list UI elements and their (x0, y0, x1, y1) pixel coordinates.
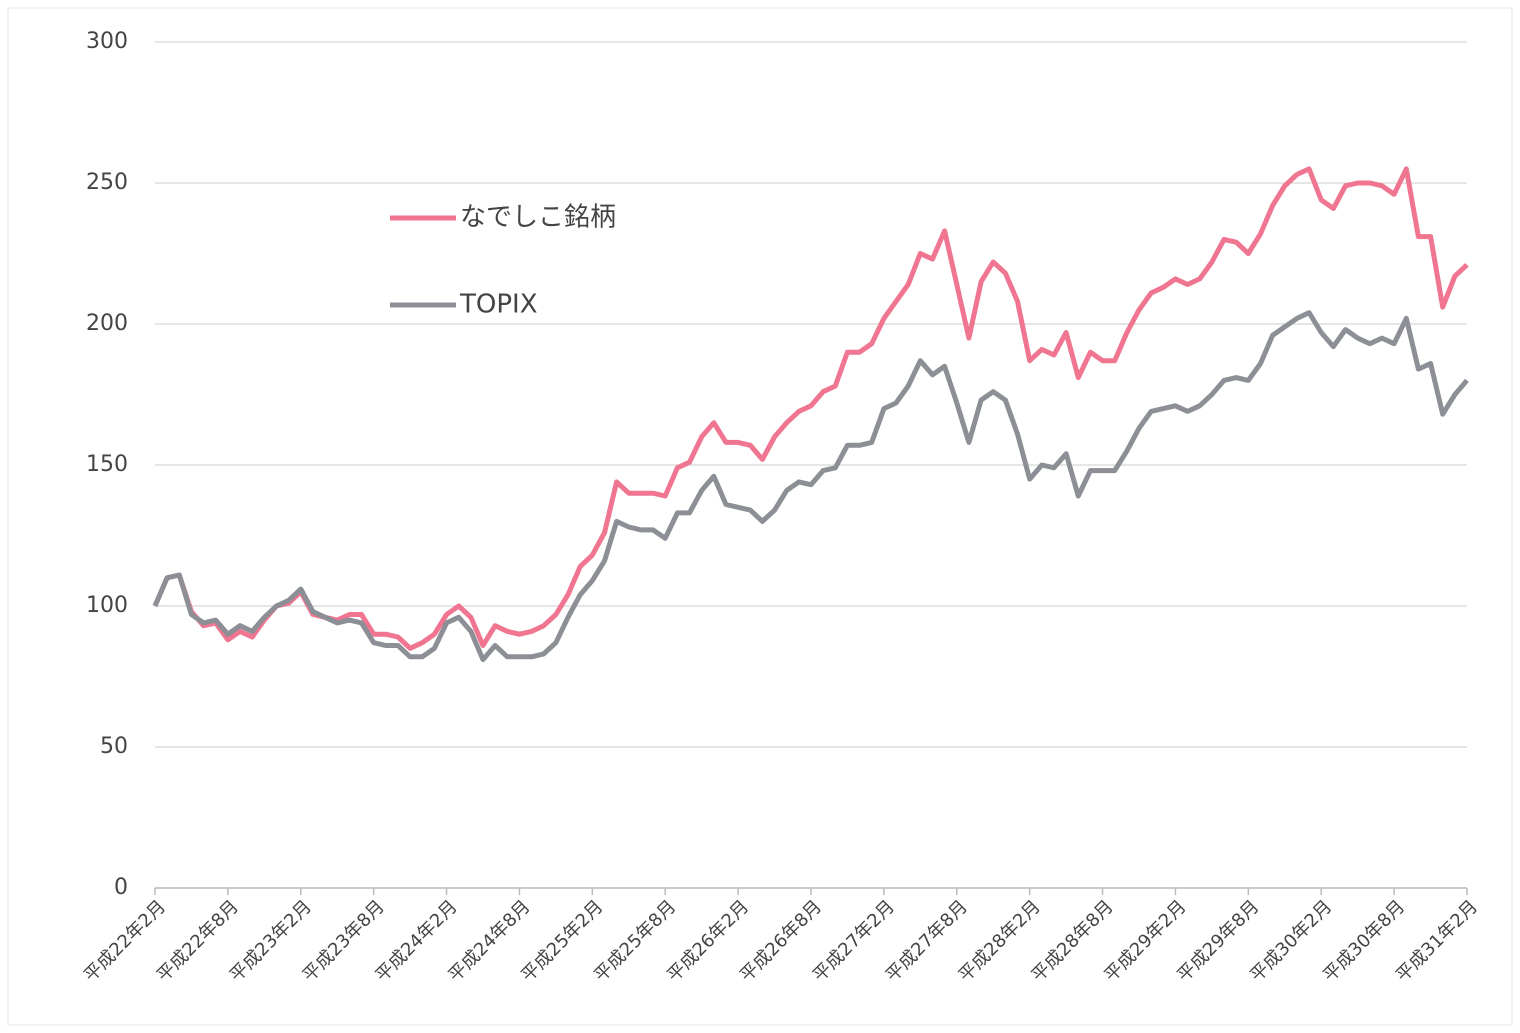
legend-label: なでしこ銘柄 (460, 203, 616, 233)
y-tick-label: 50 (100, 734, 128, 759)
y-tick-label: 0 (114, 875, 128, 900)
y-tick-label: 100 (86, 593, 128, 618)
y-tick-label: 250 (86, 170, 128, 195)
y-tick-label: 200 (86, 311, 128, 336)
y-tick-label: 300 (86, 29, 128, 54)
chart-border (7, 7, 1513, 1026)
legend-label: TOPIX (459, 290, 538, 320)
series-line (152, 310, 1469, 663)
y-tick-label: 150 (86, 452, 128, 477)
series-line (152, 166, 1469, 651)
